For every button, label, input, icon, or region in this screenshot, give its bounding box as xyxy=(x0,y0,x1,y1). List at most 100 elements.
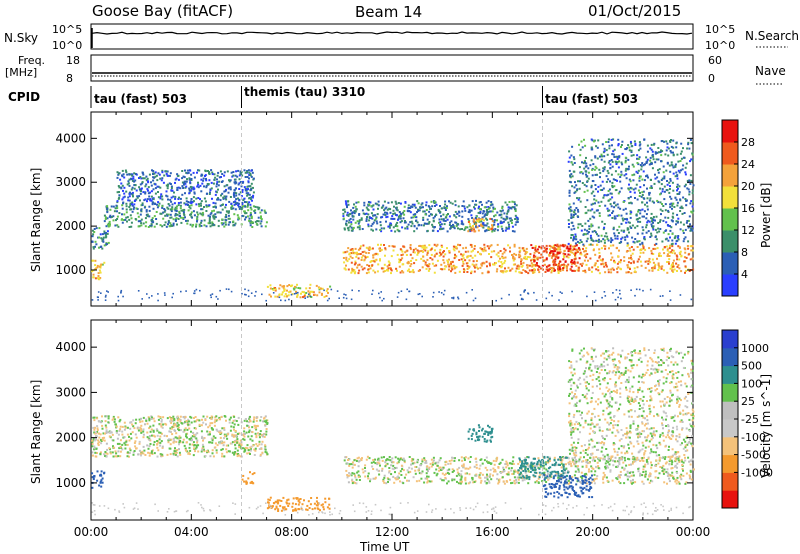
echo-cell xyxy=(216,444,219,447)
echo-cell xyxy=(114,455,117,458)
echo-cell xyxy=(678,171,681,174)
echo-cell xyxy=(130,203,133,206)
echo-cell xyxy=(605,232,608,235)
echo-cell xyxy=(575,238,578,241)
echo-cell xyxy=(165,170,168,173)
echo-cell xyxy=(177,423,180,426)
echo-cell xyxy=(633,191,636,194)
echo-cell xyxy=(587,209,590,212)
echo-cell xyxy=(651,267,654,269)
echo-cell xyxy=(575,207,578,209)
echo-cell xyxy=(182,438,185,441)
echo-cell xyxy=(674,236,677,239)
echo-cell xyxy=(558,252,561,255)
echo-cell xyxy=(678,246,681,249)
echo-cell xyxy=(520,260,522,263)
echo-cell xyxy=(646,201,648,204)
echo-cell xyxy=(215,451,218,454)
echo-cell xyxy=(103,436,106,439)
echo-cell xyxy=(445,214,448,217)
echo-cell xyxy=(132,451,135,454)
echo-cell xyxy=(130,421,133,424)
echo-cell xyxy=(435,245,438,248)
echo-cell xyxy=(199,202,202,205)
echo-cell xyxy=(501,227,504,230)
echo-cell xyxy=(159,431,162,434)
echo-cell xyxy=(653,182,656,185)
echo-cell xyxy=(239,455,242,458)
echo-cell xyxy=(407,207,410,209)
echo-cell xyxy=(607,214,610,217)
echo-cell xyxy=(249,415,251,418)
echo-cell xyxy=(194,447,197,450)
echo-cell xyxy=(156,434,159,437)
echo-cell xyxy=(483,262,486,265)
echo-cell xyxy=(590,223,593,226)
echo-cell xyxy=(671,242,674,245)
echo-cell xyxy=(690,200,693,203)
echo-cell xyxy=(639,220,642,223)
echo-cell xyxy=(218,176,221,179)
echo-cell xyxy=(490,201,493,203)
echo-cell xyxy=(611,181,614,184)
echo-cell xyxy=(362,254,365,257)
echo-cell xyxy=(385,211,388,214)
echo-cell xyxy=(263,209,266,212)
echo-cell xyxy=(555,248,558,251)
echo-cell xyxy=(241,189,244,191)
echo-cell xyxy=(446,205,448,208)
echo-cell xyxy=(130,221,133,224)
echo-cell xyxy=(359,245,362,248)
echo-cell xyxy=(190,416,193,419)
echo-cell xyxy=(381,206,384,209)
echo-cell xyxy=(500,265,503,268)
echo-cell xyxy=(614,204,617,207)
echo-cell xyxy=(169,172,172,175)
echo-cell xyxy=(511,200,514,203)
echo-cell xyxy=(227,450,230,453)
echo-cell xyxy=(363,213,366,216)
echo-cell xyxy=(453,257,456,260)
echo-cell xyxy=(672,249,675,252)
echo-cell xyxy=(687,247,690,250)
echo-cell xyxy=(102,236,105,239)
echo-cell xyxy=(189,223,192,226)
echo-cell xyxy=(350,229,353,232)
echo-cell xyxy=(203,450,206,453)
echo-cell xyxy=(242,215,245,218)
echo-cell xyxy=(149,199,152,202)
nave-label: Nave xyxy=(755,64,786,78)
echo-cell xyxy=(221,208,224,211)
echo-cell xyxy=(116,431,118,434)
echo-cell xyxy=(280,509,283,512)
echo-cell xyxy=(676,213,679,216)
echo-cell xyxy=(143,177,146,180)
echo-cell xyxy=(188,420,191,423)
echo-cell xyxy=(387,201,390,204)
echo-cell xyxy=(569,174,571,177)
echo-cell xyxy=(183,176,186,179)
echo-cell xyxy=(396,478,399,481)
echo-cell xyxy=(160,440,163,443)
echo-cell xyxy=(685,204,688,207)
echo-cell xyxy=(617,144,620,147)
echo-cell xyxy=(546,268,549,271)
echo-cell xyxy=(116,215,119,218)
echo-cell xyxy=(91,476,94,479)
echo-cell xyxy=(553,246,556,249)
echo-cell xyxy=(156,179,159,182)
echo-cell xyxy=(237,202,240,205)
echo-cell xyxy=(225,188,227,191)
echo-cell xyxy=(575,264,578,267)
echo-cell xyxy=(390,272,392,275)
echo-cell xyxy=(365,206,368,209)
echo-cell xyxy=(214,416,217,419)
echo-cell xyxy=(305,508,308,511)
echo-cell xyxy=(106,290,108,292)
echo-cell xyxy=(497,255,500,258)
echo-cell xyxy=(495,299,497,302)
echo-cell xyxy=(669,170,672,173)
echo-cell xyxy=(642,190,645,193)
echo-cell xyxy=(619,260,621,263)
